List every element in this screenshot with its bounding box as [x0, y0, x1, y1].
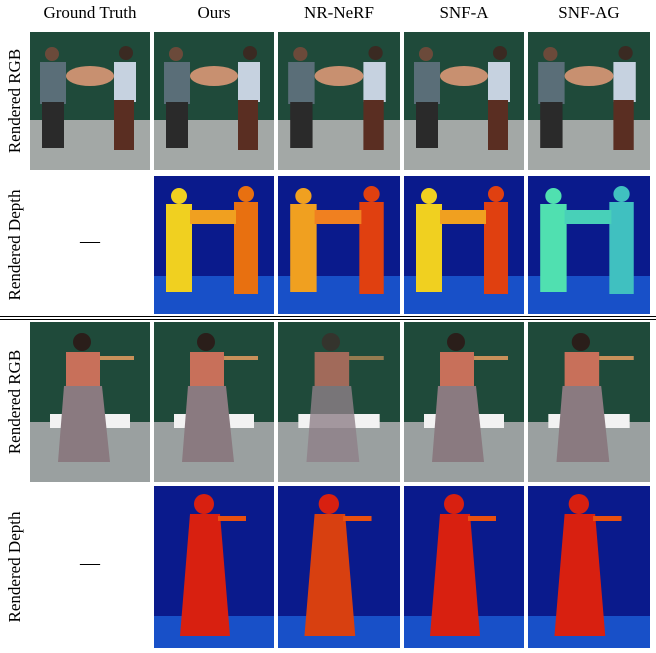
column-header-snf-a: SNF-A: [439, 3, 489, 22]
rgb-image-snf-ag-scene2: [528, 322, 650, 482]
rgb-image-snf-a-scene2: [404, 322, 524, 482]
column-header-snf-ag: SNF-AG: [558, 3, 620, 22]
row-label-rgb-bottom: Rendered RGB: [5, 349, 24, 455]
depth-image-snf-ag-scene1: [528, 176, 650, 314]
depth-image-nr-nerf-scene1: [278, 176, 400, 314]
column-header-ground-truth: Ground Truth: [43, 3, 137, 22]
depth-image-snf-a-scene2: [404, 486, 524, 648]
rgb-image-snf-ag-scene1: [528, 32, 650, 170]
row-label-rgb-top: Rendered RGB: [5, 48, 24, 154]
depth-image-ours-scene2: [154, 486, 274, 648]
missing-depth-marker: —: [80, 230, 100, 252]
missing-depth-marker: —: [80, 552, 100, 574]
depth-image-ours-scene1: [154, 176, 274, 314]
rgb-image-ours-scene2: [154, 322, 274, 482]
row-label-depth-bottom: Rendered Depth: [5, 511, 24, 623]
row-label-depth-top: Rendered Depth: [5, 189, 24, 301]
depth-image-snf-a-scene1: [404, 176, 524, 314]
depth-image-snf-ag-scene2: [528, 486, 650, 648]
section-divider: [0, 316, 656, 317]
depth-image-nr-nerf-scene2: [278, 486, 400, 648]
rgb-image-nr-nerf-scene2: [278, 322, 400, 482]
column-header-ours: Ours: [197, 3, 231, 22]
rgb-image-snf-a-scene1: [404, 32, 524, 170]
rgb-image-nr-nerf-scene1: [278, 32, 400, 170]
rgb-image-ours-scene1: [154, 32, 274, 170]
rgb-image-ground-truth-scene1: [30, 32, 150, 170]
section-divider: [0, 319, 656, 320]
column-header-nr-nerf: NR-NeRF: [304, 3, 374, 22]
rgb-image-ground-truth-scene2: [30, 322, 150, 482]
